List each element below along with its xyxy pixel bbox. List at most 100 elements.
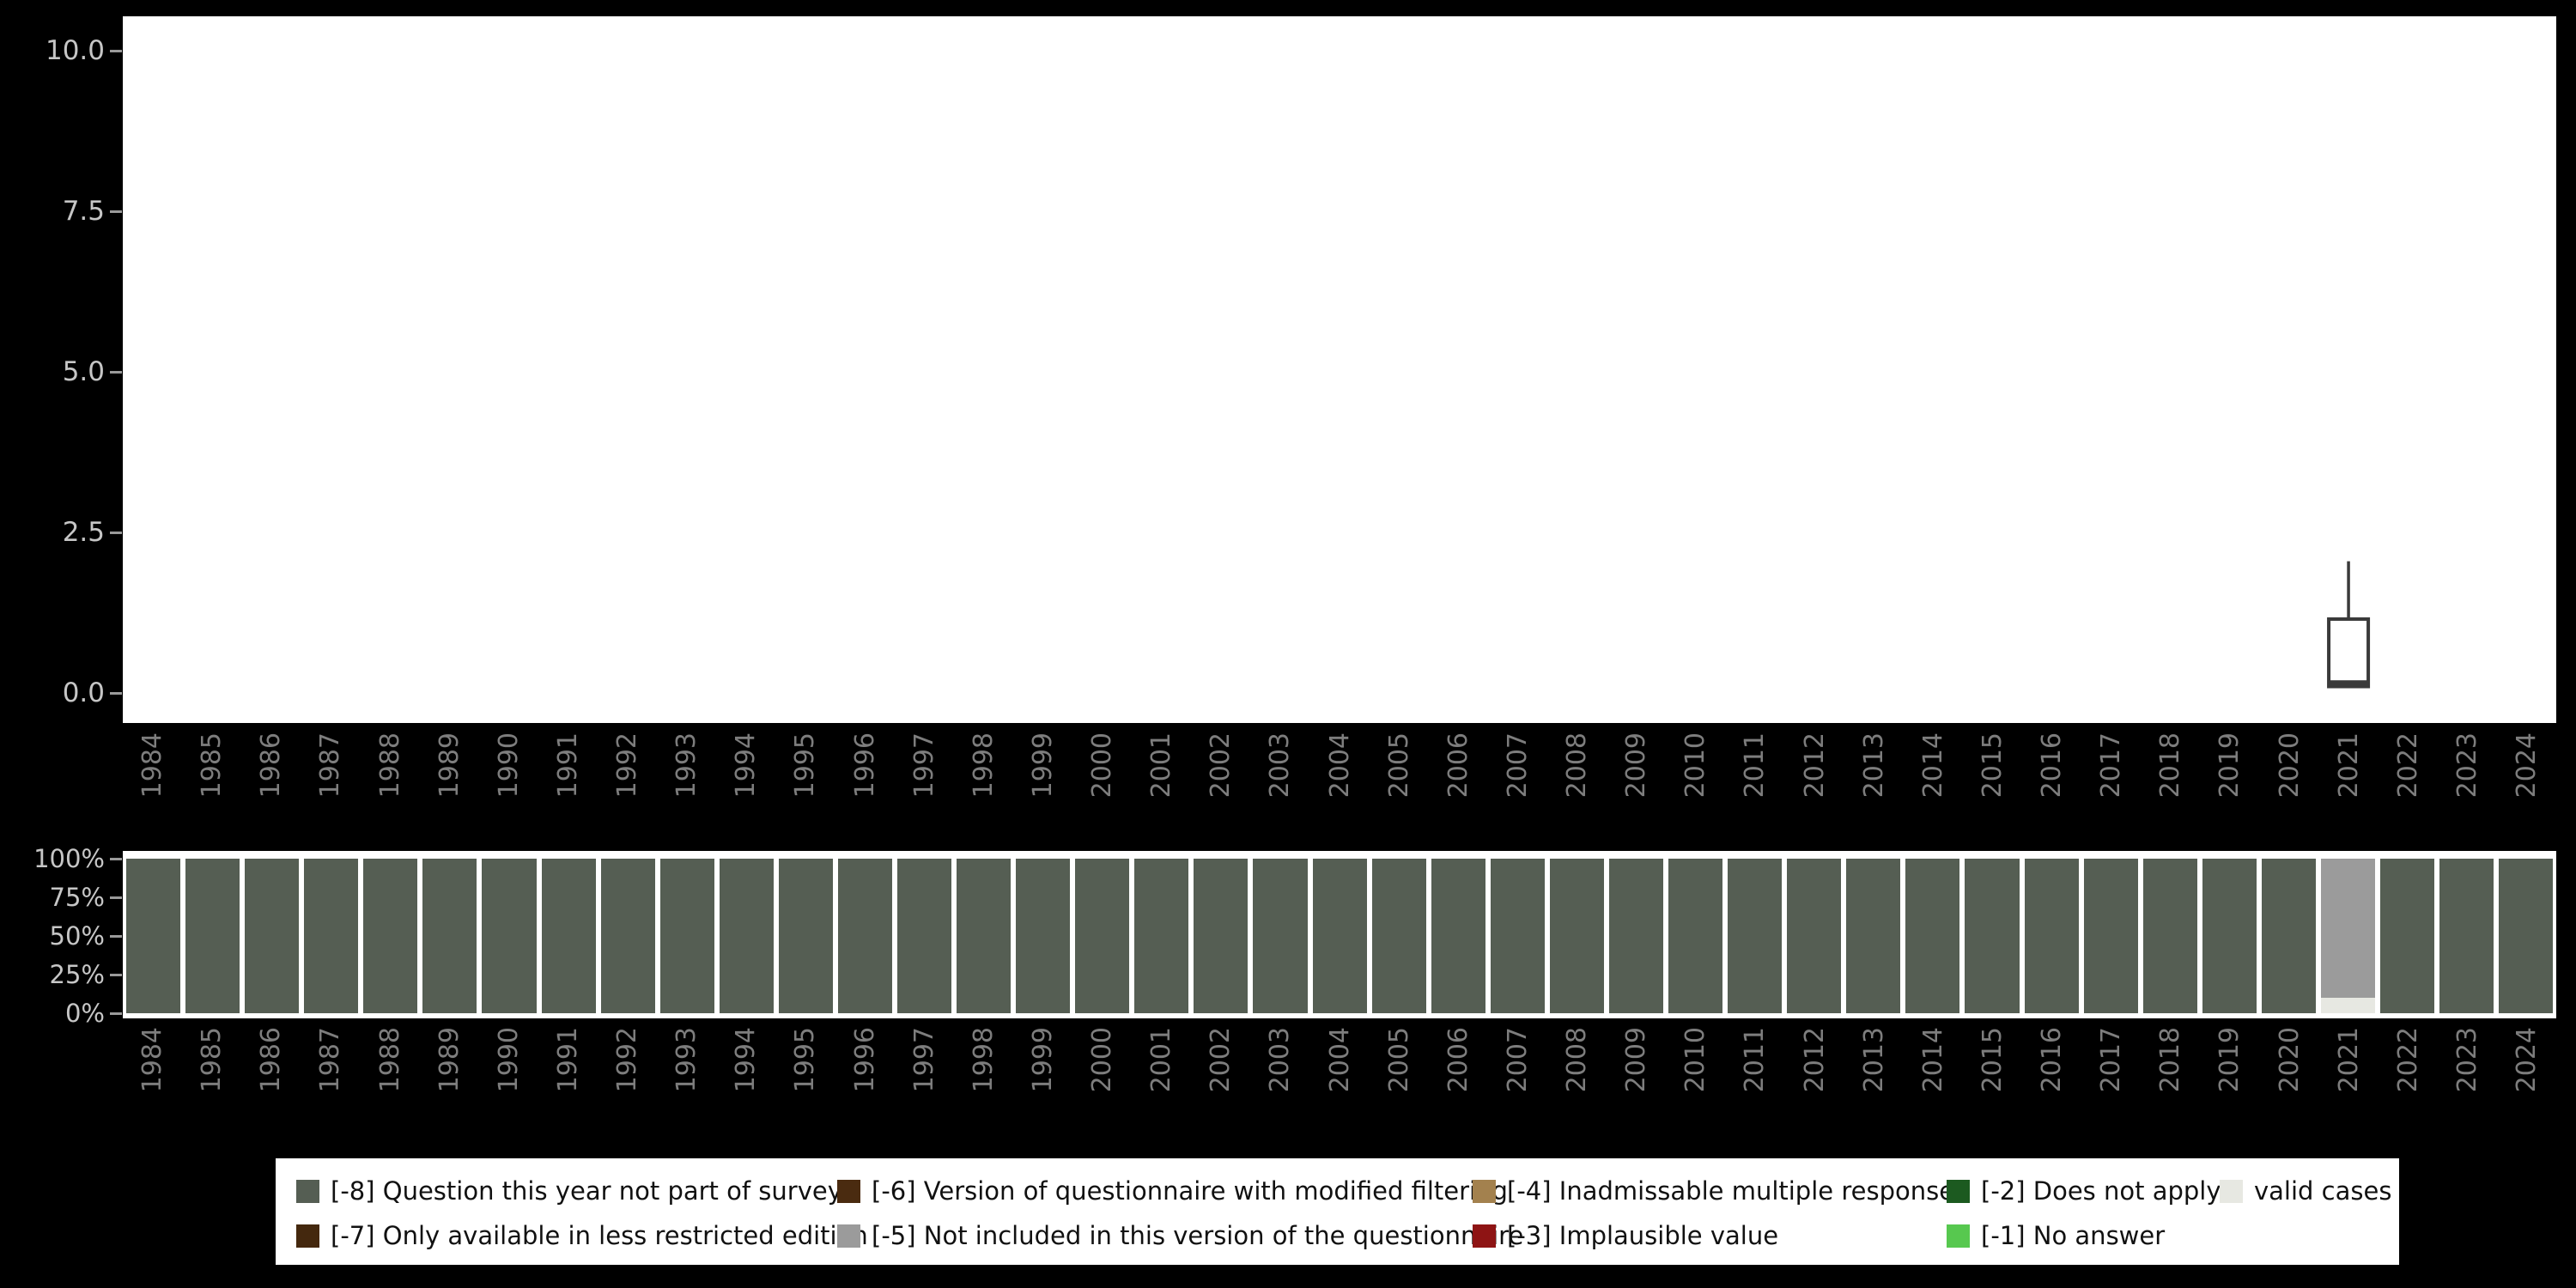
x-axis-cell: 2003 (1250, 732, 1309, 835)
x-axis-cell: 2004 (1310, 1027, 1370, 1130)
x-axis-cell: 1991 (538, 732, 598, 835)
bar-segment (185, 859, 240, 1013)
x-axis-cell: 1999 (1013, 732, 1072, 835)
y-axis-label: 75% (49, 883, 105, 912)
x-axis-label: 2004 (1324, 732, 1355, 799)
x-axis-cell: 1995 (775, 1027, 835, 1130)
x-axis-cell: 2023 (2438, 732, 2497, 835)
x-axis-cell: 2022 (2379, 1027, 2438, 1130)
legend-item: [-4] Inadmissable multiple response (1473, 1176, 1954, 1206)
x-axis-cell: 2024 (2497, 732, 2556, 835)
x-axis-cell: 2019 (2200, 732, 2259, 835)
legend-item: [-2] Does not apply (1947, 1176, 2221, 1206)
stacked-bar (126, 859, 181, 1013)
x-axis-label: 2012 (1799, 1027, 1830, 1093)
x-axis-label: 1992 (612, 732, 643, 799)
y-axis-tick (110, 371, 122, 374)
stacked-bar (185, 859, 240, 1013)
x-axis-label: 2013 (1858, 732, 1889, 799)
x-axis-cell: 1997 (895, 1027, 954, 1130)
x-axis-label: 1997 (908, 1027, 939, 1093)
bar-segment (2320, 859, 2375, 998)
stacked-bar (245, 859, 300, 1013)
x-axis-cell: 1984 (123, 732, 182, 835)
x-axis-label: 2002 (1206, 732, 1236, 799)
stacked-bar (1728, 859, 1783, 1013)
bottom-x-axis: 1984 1985 1986 1987 1988 1989 1990 1991 1992 1993… (123, 1027, 2556, 1130)
x-axis-label: 2001 (1146, 732, 1177, 799)
legend: [-8] Question this year not part of surv… (276, 1158, 2399, 1265)
stacked-bar (719, 859, 774, 1013)
stacked-bar (1965, 859, 2020, 1013)
x-axis-cell: 2005 (1370, 732, 1429, 835)
bar-segment (1846, 859, 1901, 1013)
x-axis-label: 2020 (2274, 1027, 2305, 1093)
y-axis-tick (110, 210, 122, 213)
bar-segment (1134, 859, 1189, 1013)
legend-label: [-5] Not included in this version of the… (872, 1221, 1524, 1250)
x-axis-label: 2009 (1621, 1027, 1652, 1093)
x-axis-label: 2000 (1087, 732, 1118, 799)
stacked-bar (957, 859, 1012, 1013)
x-axis-cell: 2020 (2260, 1027, 2319, 1130)
stacked-bar (1668, 859, 1723, 1013)
x-axis-cell: 2004 (1310, 732, 1370, 835)
x-axis-cell: 2014 (1904, 1027, 1963, 1130)
x-axis-label: 2016 (2037, 732, 2068, 799)
stacked-bar (1787, 859, 1842, 1013)
x-axis-label: 1999 (1027, 1027, 1058, 1093)
x-axis-label: 1993 (671, 732, 702, 799)
y-axis-label: 0.0 (62, 677, 105, 708)
x-axis-cell: 1996 (835, 1027, 895, 1130)
bar-segment (719, 859, 774, 1013)
bar-segment (897, 859, 952, 1013)
x-axis-label: 1990 (493, 732, 524, 799)
y-axis-tick (110, 896, 122, 899)
stacked-bar (778, 859, 833, 1013)
x-axis-cell: 1993 (657, 1027, 716, 1130)
x-axis-label: 1985 (197, 1027, 228, 1093)
x-axis-label: 2008 (1562, 1027, 1593, 1093)
x-axis-label: 2000 (1087, 1027, 1118, 1093)
stacked-bar (1312, 859, 1367, 1013)
y-axis-label: 7.5 (62, 196, 105, 227)
stacked-bar (2320, 859, 2375, 1013)
x-axis-label: 1985 (197, 732, 228, 799)
bar-segment (1787, 859, 1842, 1013)
boxplot-box (2327, 617, 2371, 689)
x-axis-label: 2013 (1858, 1027, 1889, 1093)
x-axis-label: 2024 (2512, 732, 2543, 799)
x-axis-cell: 2015 (1963, 732, 2022, 835)
top-x-axis: 1984 1985 1986 1987 1988 1989 1990 1991 1992 1993… (123, 732, 2556, 835)
x-axis-cell: 2011 (1725, 732, 1784, 835)
bar-segment (363, 859, 418, 1013)
x-axis-cell: 2018 (2141, 1027, 2200, 1130)
y-axis-tick (110, 1012, 122, 1015)
stacked-bar (1075, 859, 1130, 1013)
bar-segment (1075, 859, 1130, 1013)
x-axis-label: 2006 (1443, 1027, 1473, 1093)
x-axis-label: 2011 (1740, 1027, 1771, 1093)
x-axis-label: 1998 (968, 1027, 999, 1093)
x-axis-label: 2005 (1383, 732, 1414, 799)
x-axis-label: 1984 (137, 732, 168, 799)
x-axis-label: 2022 (2392, 1027, 2423, 1093)
x-axis-label: 1992 (612, 1027, 643, 1093)
x-axis-cell: 1988 (361, 1027, 420, 1130)
x-axis-cell: 2010 (1666, 732, 1725, 835)
x-axis-cell: 2000 (1072, 732, 1132, 835)
stacked-bar (1490, 859, 1545, 1013)
stacked-bar (541, 859, 596, 1013)
x-axis-cell: 2005 (1370, 1027, 1429, 1130)
x-axis-cell: 2018 (2141, 732, 2200, 835)
bar-segment (1016, 859, 1071, 1013)
x-axis-label: 2007 (1502, 1027, 1533, 1093)
x-axis-label: 2018 (2155, 1027, 2186, 1093)
x-axis-cell: 2019 (2200, 1027, 2259, 1130)
x-axis-cell: 1996 (835, 732, 895, 835)
x-axis-label: 2007 (1502, 732, 1533, 799)
y-axis-tick (110, 692, 122, 695)
bar-segment (2499, 859, 2554, 1013)
bar-segment (126, 859, 181, 1013)
